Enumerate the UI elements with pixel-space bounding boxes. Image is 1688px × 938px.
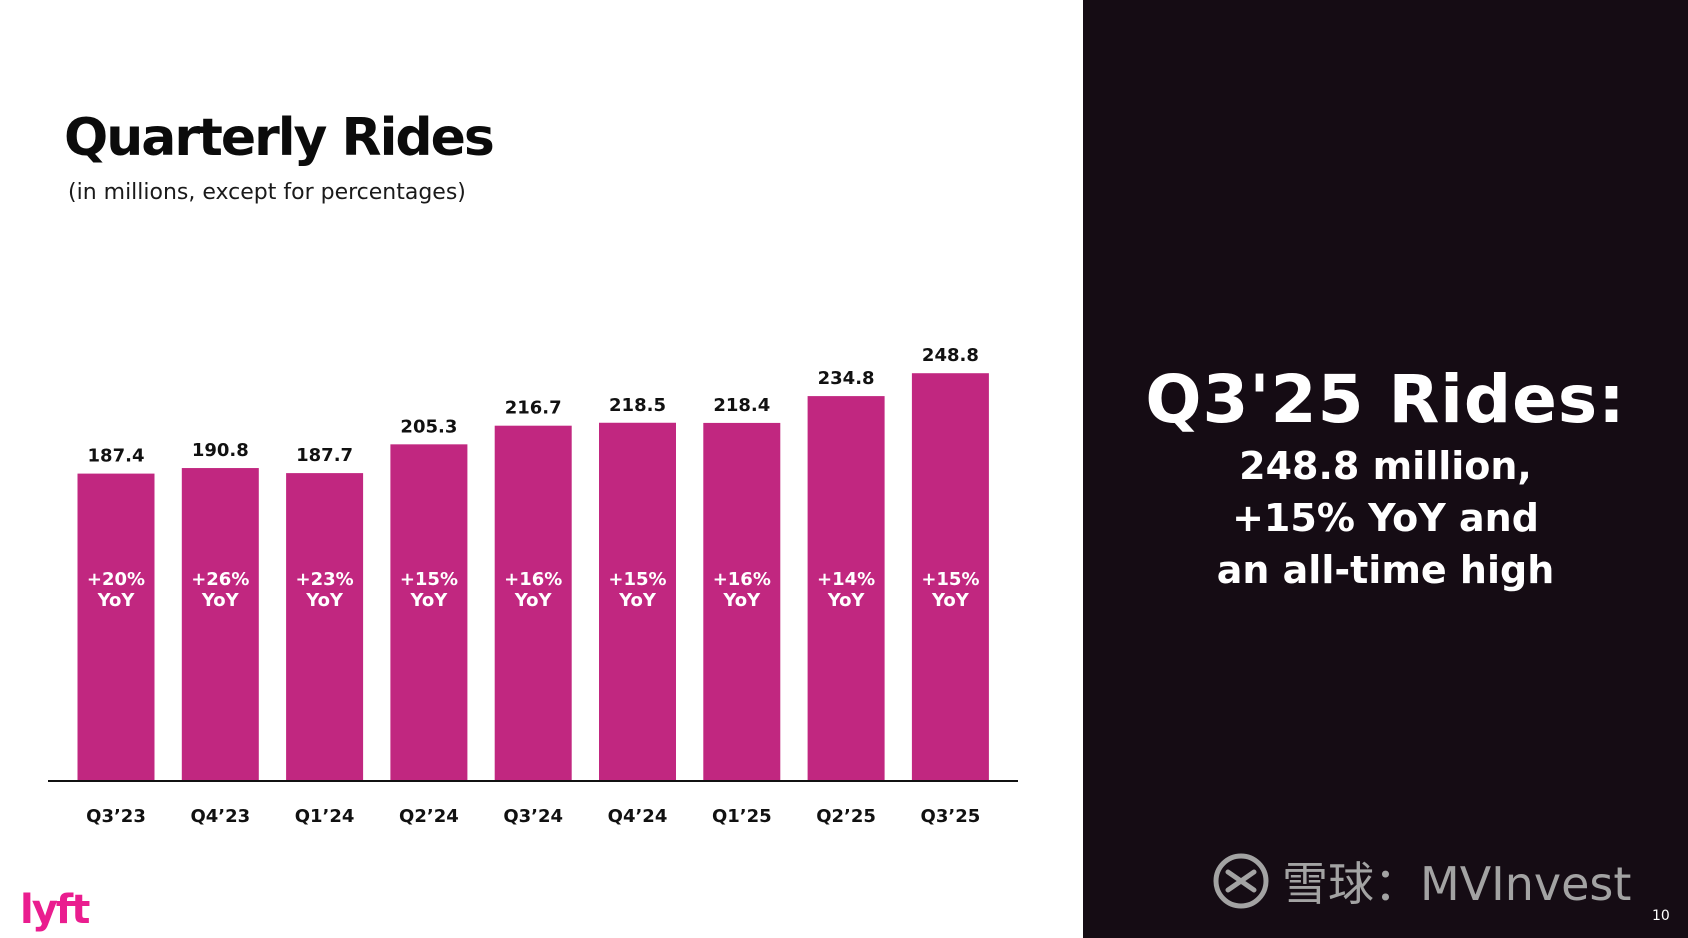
bar-value-label: 218.5: [609, 395, 666, 416]
callout-headline: Q3'25 Rides:: [1145, 361, 1626, 438]
x-tick-label: Q2’24: [399, 806, 459, 827]
x-tick-label: Q4’23: [190, 806, 250, 827]
bar: [181, 468, 259, 780]
watermark: 雪球：MVInvest: [1212, 848, 1631, 914]
bar-value-label: 187.7: [296, 445, 353, 466]
bar: [77, 473, 155, 780]
bar-yoy-label: +23%: [296, 569, 354, 590]
bar-yoy-label: +15%: [400, 569, 458, 590]
bar-value-label: 216.7: [505, 398, 562, 419]
bar-yoy-suffix: YoY: [618, 590, 657, 611]
bar-yoy-label: +15%: [608, 569, 666, 590]
watermark-text: 雪球：MVInvest: [1282, 857, 1632, 911]
bar-yoy-label: +16%: [713, 569, 771, 590]
bar: [703, 422, 781, 780]
bar-yoy-suffix: YoY: [722, 590, 761, 611]
bar-yoy-suffix: YoY: [931, 590, 970, 611]
bar-yoy-label: +14%: [817, 569, 875, 590]
bar-yoy-suffix: YoY: [410, 590, 449, 611]
snowball-logo-icon: [1213, 853, 1269, 909]
bar-yoy-label: +16%: [504, 569, 562, 590]
bar: [911, 373, 989, 780]
bar-yoy-suffix: YoY: [97, 590, 136, 611]
callout-line: an all-time high: [1216, 548, 1555, 592]
bar-value-label: 205.3: [400, 416, 457, 437]
callout-line: +15% YoY and: [1232, 496, 1539, 540]
bar-value-label: 190.8: [192, 440, 249, 461]
x-tick-label: Q2’25: [816, 806, 876, 827]
rides-callout: Q3'25 Rides: 248.8 million, +15% YoY and…: [1083, 360, 1688, 596]
chart-title: Quarterly Rides: [64, 108, 495, 168]
x-tick-label: Q1’25: [712, 806, 772, 827]
page-number: 10: [1652, 908, 1670, 924]
bar-yoy-suffix: YoY: [201, 590, 240, 611]
lyft-logo: lyft: [20, 887, 90, 933]
bar: [390, 444, 468, 780]
bar-value-label: 234.8: [818, 368, 875, 389]
x-tick-label: Q1’24: [295, 806, 355, 827]
bar: [807, 396, 885, 780]
bar-value-label: 248.8: [922, 345, 979, 366]
bar-yoy-suffix: YoY: [514, 590, 553, 611]
x-tick-label: Q3’25: [921, 806, 981, 827]
bar-value-label: 218.4: [713, 395, 770, 416]
x-tick-label: Q3’23: [86, 806, 146, 827]
bar-yoy-label: +26%: [191, 569, 249, 590]
bar-value-label: 187.4: [88, 446, 145, 467]
bar-yoy-suffix: YoY: [305, 590, 344, 611]
bar-yoy-suffix: YoY: [827, 590, 866, 611]
bar: [599, 422, 676, 780]
bar-yoy-label: +20%: [87, 569, 145, 590]
chart-subtitle: (in millions, except for percentages): [68, 180, 466, 205]
callout-line: 248.8 million,: [1239, 444, 1532, 488]
x-tick-label: Q4’24: [608, 806, 668, 827]
bar: [286, 473, 364, 780]
bar: [494, 425, 572, 780]
highlight-panel: [1083, 0, 1688, 938]
bar-yoy-label: +15%: [921, 569, 979, 590]
bar-chart: 187.4+20%YoYQ3’23190.8+26%YoYQ4’23187.7+…: [48, 345, 1018, 827]
x-tick-label: Q3’24: [503, 806, 563, 827]
